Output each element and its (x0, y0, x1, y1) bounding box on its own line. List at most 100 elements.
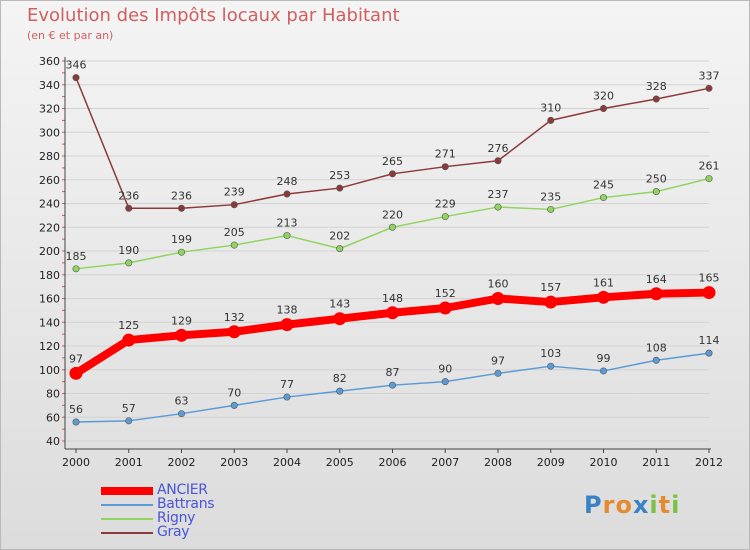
y-tick-label: 280 (39, 150, 60, 163)
chart-title: Evolution des Impôts locaux par Habitant (27, 5, 400, 26)
y-tick-label: 160 (39, 293, 60, 306)
data-point-battrans (125, 417, 133, 425)
data-label-ancier: 132 (224, 311, 245, 324)
x-tick-label: 2010 (590, 456, 618, 469)
data-point-battrans (283, 393, 291, 401)
data-label-ancier: 148 (382, 292, 403, 305)
data-label-battrans: 70 (227, 386, 241, 399)
data-point-gray (547, 116, 555, 124)
x-tick-label: 2002 (168, 456, 196, 469)
logo-letter: i (649, 491, 659, 519)
x-tick-label: 2005 (326, 456, 354, 469)
data-point-rigny (336, 245, 344, 253)
data-point-rigny (72, 265, 80, 273)
x-tick-label: 2012 (695, 456, 723, 469)
data-label-battrans: 57 (122, 402, 136, 415)
data-label-ancier: 157 (540, 281, 561, 294)
data-label-gray: 276 (488, 142, 509, 155)
data-label-ancier: 143 (329, 298, 350, 311)
y-tick-label: 100 (39, 364, 60, 377)
data-point-battrans (230, 401, 238, 409)
y-tick-label: 320 (39, 103, 60, 116)
y-tick-label: 360 (39, 55, 60, 68)
data-point-ancier (491, 292, 505, 305)
data-label-ancier: 165 (699, 272, 720, 285)
data-label-ancier: 161 (593, 276, 614, 289)
data-label-gray: 346 (66, 59, 87, 72)
y-tick-label: 60 (46, 411, 60, 424)
data-point-rigny (599, 194, 607, 202)
data-point-ancier (649, 287, 663, 301)
data-point-rigny (388, 223, 396, 231)
legend-label-gray: Gray (157, 524, 190, 540)
data-label-ancier: 129 (171, 314, 192, 327)
data-label-gray: 310 (540, 101, 561, 114)
data-label-ancier: 125 (118, 319, 139, 332)
data-label-gray: 253 (329, 169, 350, 182)
data-label-rigny: 199 (171, 233, 192, 246)
legend-label-battrans: Battrans (157, 496, 215, 512)
data-label-battrans: 82 (333, 372, 347, 385)
logo-letter: r (602, 491, 616, 519)
data-point-rigny (230, 241, 238, 249)
data-label-gray: 271 (435, 148, 456, 161)
data-point-rigny (178, 248, 186, 256)
y-tick-label: 300 (39, 126, 60, 139)
legend-item-rigny: Rigny (101, 510, 301, 526)
legend-swatch-rigny (101, 518, 153, 520)
legend-swatch-battrans (101, 504, 153, 506)
y-tick-label: 140 (39, 316, 60, 329)
data-label-rigny: 205 (224, 226, 245, 239)
data-point-gray (599, 105, 607, 113)
data-point-ancier (122, 333, 136, 347)
data-point-gray (125, 204, 133, 212)
data-point-rigny (547, 205, 555, 213)
data-label-rigny: 220 (382, 208, 403, 221)
x-tick-label: 2000 (62, 456, 90, 469)
y-tick-label: 180 (39, 269, 60, 282)
data-label-ancier: 152 (435, 287, 456, 300)
legend-swatch-ancier (101, 487, 153, 495)
x-tick-label: 2009 (537, 456, 565, 469)
legend-label-ancier: ANCIER (157, 482, 208, 498)
data-point-gray (494, 157, 502, 165)
data-label-battrans: 99 (597, 352, 611, 365)
legend: ANCIER Battrans Rigny Gray (101, 482, 301, 540)
data-label-gray: 248 (277, 175, 298, 188)
y-tick-label: 120 (39, 340, 60, 353)
data-point-ancier (175, 328, 188, 342)
data-label-gray: 337 (699, 69, 720, 82)
data-point-ancier (280, 318, 294, 332)
legend-label-rigny: Rigny (157, 510, 196, 526)
data-point-rigny (441, 213, 449, 221)
data-point-ancier (333, 312, 347, 326)
data-point-gray (388, 170, 396, 178)
data-point-battrans (336, 387, 344, 395)
data-label-battrans: 97 (491, 354, 505, 367)
legend-item-ancier: ANCIER (101, 482, 301, 498)
data-label-ancier: 97 (69, 352, 83, 365)
data-point-rigny (652, 188, 660, 196)
data-point-gray (652, 95, 660, 103)
data-label-rigny: 245 (593, 179, 614, 192)
data-label-gray: 320 (593, 90, 614, 103)
x-tick-label: 2003 (220, 456, 248, 469)
data-label-ancier: 164 (646, 273, 667, 286)
data-point-gray (178, 204, 186, 212)
data-label-battrans: 77 (280, 378, 294, 391)
data-point-gray (336, 184, 344, 192)
data-label-gray: 236 (171, 189, 192, 202)
data-point-ancier (702, 286, 716, 300)
data-label-ancier: 138 (277, 304, 298, 317)
y-tick-label: 40 (46, 435, 60, 448)
legend-swatch-gray (101, 532, 153, 534)
data-label-gray: 328 (646, 80, 667, 93)
data-label-rigny: 229 (435, 198, 456, 211)
data-label-gray: 265 (382, 155, 403, 168)
chart-subtitle: (en € et par an) (27, 29, 114, 42)
data-label-rigny: 261 (699, 160, 720, 173)
x-tick-label: 2006 (379, 456, 407, 469)
data-point-battrans (547, 362, 555, 370)
